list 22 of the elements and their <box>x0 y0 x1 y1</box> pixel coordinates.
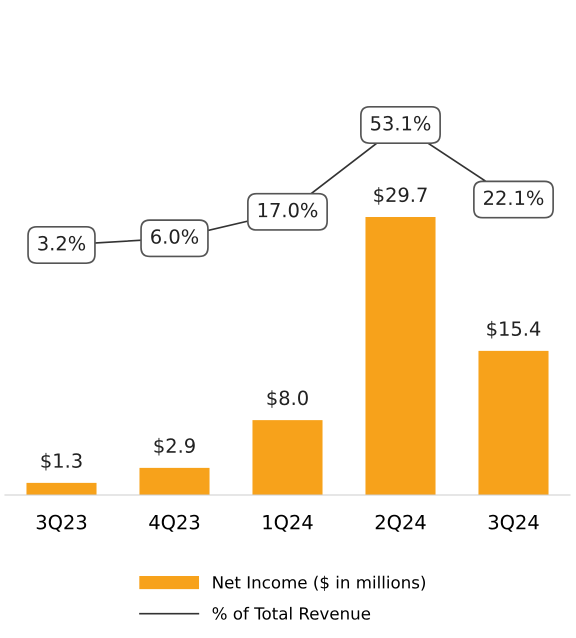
bar <box>139 468 210 495</box>
data-label: 53.1% <box>371 116 430 131</box>
x-tick-label: 4Q23 <box>149 514 200 532</box>
data-label: $29.7 <box>374 187 427 205</box>
bar <box>478 350 549 495</box>
data-label: 3.2% <box>38 236 86 251</box>
data-label: $15.4 <box>487 320 540 339</box>
x-tick-label: 3Q23 <box>36 514 86 532</box>
x-tick-label: 1Q24 <box>263 514 313 532</box>
bar <box>365 217 436 495</box>
x-tick-label: 3Q24 <box>488 514 539 532</box>
legend-label: % of Total Revenue <box>212 606 370 620</box>
data-label: $8.0 <box>267 390 308 408</box>
legend-label: Net Income ($ in millions) <box>213 576 426 591</box>
data-label: 6.0% <box>151 229 198 244</box>
data-label: $1.3 <box>41 452 82 471</box>
data-label: $2.9 <box>154 438 195 456</box>
data-label: 17.0% <box>258 202 318 218</box>
data-label: 22.1% <box>484 190 544 206</box>
bar <box>252 420 323 495</box>
x-tick-label: 2Q24 <box>376 514 426 532</box>
bar <box>26 482 97 495</box>
